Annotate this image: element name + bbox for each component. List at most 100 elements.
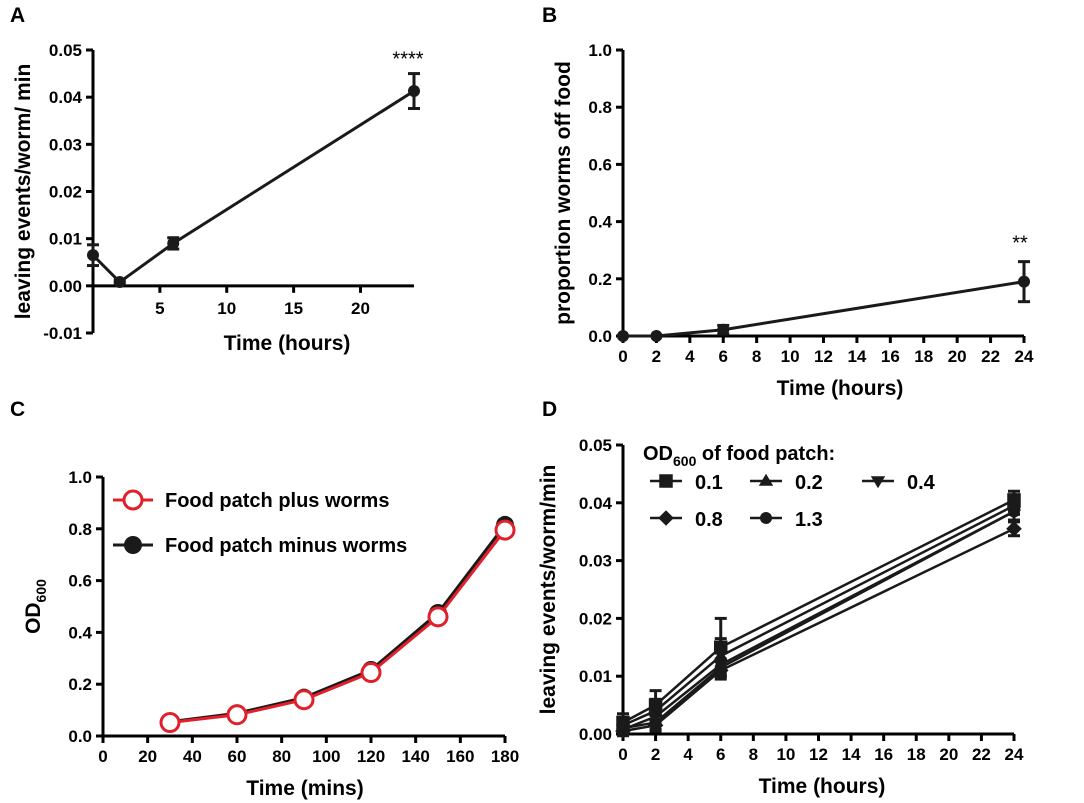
y-tick-label: 0.04 (579, 494, 613, 513)
legend-label: Food patch plus worms (165, 490, 389, 512)
series-line (622, 510, 1015, 730)
x-tick-label: 0 (98, 747, 107, 766)
chart-panel-d: 0.000.010.020.030.040.050 2 4 6 8 10 12 14 16 18 2… (537, 436, 1024, 798)
y-tick-label: 0.6 (588, 155, 612, 174)
x-tick-label: 4 (683, 745, 693, 764)
x-tick-label: 4 (685, 347, 695, 366)
x-tick-label: 24 (1005, 745, 1024, 764)
x-tick-label: 12 (809, 745, 828, 764)
x-tick-label: 15 (284, 299, 303, 318)
x-tick-label: 22 (972, 745, 991, 764)
x-tick-label: 40 (183, 747, 202, 766)
data-point (167, 237, 180, 250)
data-point (427, 606, 449, 628)
y-tick-label: 0.01 (579, 667, 612, 686)
data-point (717, 323, 730, 336)
x-tick-label: 0 (618, 745, 627, 764)
legend-label: 0.4 (907, 472, 936, 494)
x-tick-label: 12 (814, 347, 833, 366)
data-point (650, 330, 663, 342)
x-tick-label: 2 (651, 745, 660, 764)
panel-label-b: B (542, 4, 557, 27)
y-tick-label: 0.8 (68, 520, 92, 539)
x-tick-label: 8 (749, 745, 758, 764)
x-tick-label: 18 (914, 347, 933, 366)
y-axis-label: leaving events/worm/ min (12, 64, 35, 320)
series-line (622, 527, 1015, 733)
data-point (408, 85, 420, 98)
significance-annotation: **** (392, 49, 423, 71)
x-axis-label: Time (mins) (246, 777, 363, 800)
data-point (360, 662, 382, 684)
y-tick-label: 0.2 (588, 270, 612, 289)
chart-panel-b: 0.00.20.40.60.81.00 2 4 6 8 10 12 14 16 18 20 22 24T… (552, 41, 1034, 400)
x-tick-label: 2 (652, 347, 661, 366)
legend-label: 0.8 (695, 509, 723, 531)
legend-label: 0.2 (795, 472, 823, 494)
x-tick-label: 6 (719, 347, 728, 366)
series-line (622, 510, 1015, 731)
x-tick-label: 180 (491, 747, 519, 766)
y-tick-label: 0.0 (588, 327, 612, 346)
legend-marker (758, 473, 774, 486)
data-point (617, 330, 629, 342)
x-tick-label: 5 (155, 299, 164, 318)
data-point (1006, 521, 1022, 537)
x-axis-label: Time (hours) (777, 377, 904, 400)
data-point (1018, 275, 1030, 288)
y-tick-label: 0.6 (68, 572, 92, 591)
data-point (714, 661, 727, 674)
series-line (91, 89, 415, 285)
y-tick-label: 0.00 (49, 277, 82, 296)
y-tick-label: 0.05 (579, 436, 612, 455)
data-point (1008, 505, 1020, 518)
y-tick-label: 1.0 (68, 468, 92, 487)
x-tick-label: 160 (446, 747, 474, 766)
y-tick-label: -0.01 (43, 324, 82, 343)
y-axis-label-subscript: 600 (33, 579, 49, 603)
x-tick-label: 24 (1015, 347, 1034, 366)
y-tick-label: 0.0 (68, 727, 92, 746)
y-tick-label: 0.4 (68, 623, 92, 642)
y-tick-label: 0.2 (68, 675, 92, 694)
x-tick-label: 16 (881, 347, 900, 366)
y-tick-label: 0.03 (49, 135, 82, 154)
panel-label-a: A (10, 4, 25, 27)
x-tick-label: 6 (716, 745, 725, 764)
y-tick-label: 0.01 (49, 230, 82, 249)
legend-marker (124, 536, 142, 554)
legend-marker (760, 512, 772, 524)
data-point (159, 712, 181, 734)
series-line (622, 498, 1015, 724)
legend-title: OD600 of food patch: (643, 443, 835, 469)
data-point (617, 722, 629, 735)
data-point (293, 689, 315, 711)
legend-marker (122, 489, 144, 511)
data-point (494, 519, 516, 541)
x-tick-label: 120 (357, 747, 385, 766)
legend-marker (870, 476, 886, 489)
x-tick-label: 14 (847, 347, 866, 366)
chart-panel-c: 0.0 0.2 0.4 0.6 0.8 1.0 0 20 40 60 80 100 120 140 160 1… (22, 468, 519, 800)
data-point (113, 276, 126, 289)
x-axis-label: Time (hours) (759, 775, 886, 798)
x-tick-label: 140 (401, 747, 429, 766)
x-tick-label: 20 (939, 745, 958, 764)
y-tick-label: 0.00 (579, 725, 612, 744)
legend-marker (659, 474, 673, 488)
x-tick-label: 16 (874, 745, 893, 764)
x-tick-label: 10 (776, 745, 795, 764)
panel-label-d: D (542, 398, 557, 421)
series-line (622, 504, 1015, 727)
x-tick-label: 8 (752, 347, 761, 366)
x-tick-label: 14 (842, 745, 861, 764)
y-axis-label: leaving events/worm/min (537, 465, 560, 715)
x-tick-label: 10 (781, 347, 800, 366)
y-tick-label: 0.05 (49, 41, 82, 60)
series-line (169, 529, 507, 725)
legend-marker (658, 510, 674, 526)
x-tick-label: 100 (312, 747, 340, 766)
x-tick-label: 10 (217, 299, 236, 318)
x-tick-label: 22 (981, 347, 1000, 366)
legend-label: 0.1 (695, 472, 723, 494)
